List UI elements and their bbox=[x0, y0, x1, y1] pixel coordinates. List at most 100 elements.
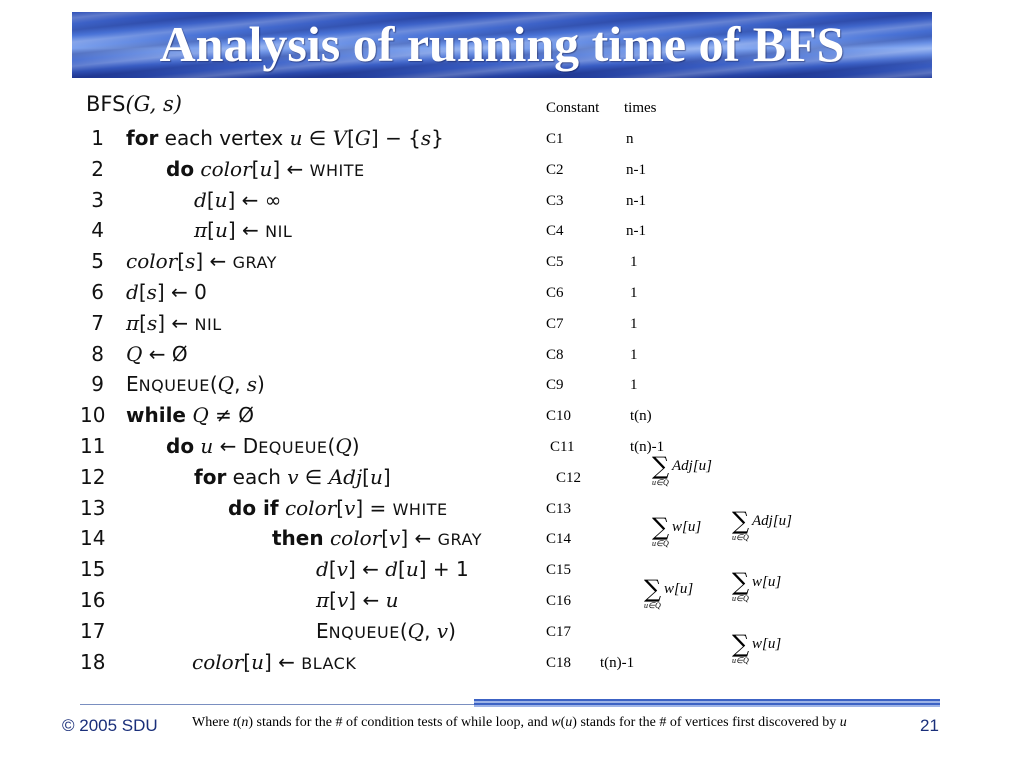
summand: w[u] bbox=[752, 574, 782, 591]
code-statement: for each v ∈ Adj[u] bbox=[194, 464, 391, 489]
page-number: 21 bbox=[920, 716, 939, 735]
line-number: 1 bbox=[91, 126, 104, 150]
code-statement: d[v] ← d[u] + 1 bbox=[316, 557, 469, 582]
summand: w[u] bbox=[664, 581, 694, 597]
code-statement: while Q ≠ Ø bbox=[126, 403, 254, 428]
code-statement: d[s] ← 0 bbox=[126, 280, 207, 304]
code-statement: π[s] ← NIL bbox=[126, 310, 222, 335]
sigma-icon: ∑ bbox=[644, 575, 662, 603]
code-line: 4 π[u] ← NIL bbox=[80, 218, 480, 248]
cost-constant: C13 bbox=[546, 500, 572, 517]
code-statement: for each vertex u ∈ V[G] − {s} bbox=[126, 126, 444, 150]
line-number: 11 bbox=[80, 434, 106, 458]
cost-constant: C1 bbox=[546, 131, 564, 147]
cost-constant: C2 bbox=[546, 161, 564, 178]
code-line: 14 then color[v] ← GRAY bbox=[80, 526, 482, 556]
code-line: 10 while Q ≠ Ø bbox=[80, 403, 480, 433]
cost-times: t(n)-1 bbox=[600, 654, 635, 671]
line-number: 8 bbox=[91, 341, 104, 366]
cost-constant: C10 bbox=[546, 408, 572, 425]
procedure-args: (G, s) bbox=[125, 92, 182, 116]
code-statement: do u ← DEQUEUE(Q) bbox=[166, 434, 360, 458]
line-number: 6 bbox=[91, 280, 104, 304]
line-number: 2 bbox=[91, 156, 104, 181]
title-banner: Analysis of running time of BFS bbox=[72, 12, 932, 78]
code-line: 1 for each vertex u ∈ V[G] − {s} bbox=[80, 126, 480, 156]
summation-subscript: u∈Q bbox=[732, 655, 749, 665]
copyright: © 2005 SDU bbox=[62, 716, 158, 735]
footer-stripe bbox=[474, 699, 940, 707]
cost-constant: C12 bbox=[556, 469, 582, 486]
footer-divider bbox=[80, 704, 474, 705]
summation-subscript: u∈Q bbox=[732, 532, 749, 542]
line-number: 5 bbox=[91, 249, 104, 274]
cost-constant: C14 bbox=[546, 531, 572, 548]
line-number: 12 bbox=[80, 464, 106, 489]
code-line: 3 d[u] ← ∞ bbox=[80, 188, 480, 218]
cost-constant: C8 bbox=[546, 346, 564, 363]
code-line: 6 d[s] ← 0 bbox=[80, 280, 480, 310]
summation-subscript: u∈Q bbox=[732, 594, 749, 604]
cost-times: n-1 bbox=[626, 161, 646, 178]
summand: w[u] bbox=[672, 519, 702, 536]
code-statement: color[u] ← BLACK bbox=[192, 649, 357, 674]
code-line: 9 ENQUEUE(Q, s) bbox=[80, 372, 480, 402]
code-statement: do if color[v] = WHITE bbox=[228, 495, 448, 520]
cost-times: 1 bbox=[630, 377, 638, 394]
code-statement: do color[u] ← WHITE bbox=[166, 156, 365, 181]
line-number: 18 bbox=[80, 649, 106, 674]
code-statement: then color[v] ← GRAY bbox=[272, 526, 482, 551]
cost-constant: C11 bbox=[550, 439, 575, 455]
summand: w[u] bbox=[752, 635, 782, 652]
cost-times: n bbox=[626, 131, 634, 147]
cost-constant: C17 bbox=[546, 623, 572, 640]
cost-times: 1 bbox=[630, 346, 638, 363]
line-number: 4 bbox=[91, 218, 104, 243]
code-statement: π[u] ← NIL bbox=[194, 218, 293, 243]
code-statement: d[u] ← ∞ bbox=[194, 187, 282, 212]
cost-constant: C7 bbox=[546, 315, 564, 332]
code-statement: color[s] ← GRAY bbox=[126, 249, 277, 274]
line-number: 15 bbox=[80, 557, 106, 582]
header-constant: Constant bbox=[546, 100, 600, 116]
line-number: 10 bbox=[80, 403, 106, 428]
code-line: 18 color[u] ← BLACK bbox=[80, 650, 480, 680]
code-statement: π[v] ← u bbox=[316, 588, 399, 612]
cost-constant: C4 bbox=[546, 223, 564, 240]
code-line: 7 π[s] ← NIL bbox=[80, 311, 480, 341]
slide-title: Analysis of running time of BFS bbox=[159, 16, 845, 72]
line-number: 13 bbox=[80, 495, 106, 520]
cost-times: 1 bbox=[630, 315, 638, 332]
code-line: 13 do if color[v] = WHITE bbox=[80, 496, 480, 526]
code-line: 17 ENQUEUE(Q, v) bbox=[80, 619, 480, 649]
code-line: 2 do color[u] ← WHITE bbox=[80, 157, 480, 187]
sigma-icon: ∑ bbox=[652, 451, 670, 480]
line-number: 17 bbox=[80, 618, 106, 643]
cost-constant: C6 bbox=[546, 285, 564, 301]
cost-times: n-1 bbox=[626, 223, 646, 240]
summation-subscript: u∈Q bbox=[644, 601, 661, 610]
procedure-name: BFS bbox=[86, 92, 126, 116]
cost-constant: C15 bbox=[546, 562, 572, 579]
line-number: 14 bbox=[80, 526, 106, 551]
cost-constant: C5 bbox=[546, 254, 564, 271]
footnote: Where t(n) stands for the # of condition… bbox=[192, 715, 847, 730]
header-times: times bbox=[624, 100, 657, 116]
cost-times: 1 bbox=[630, 254, 638, 271]
sigma-icon: ∑ bbox=[732, 629, 750, 658]
code-line: 12 for each v ∈ Adj[u] bbox=[80, 465, 480, 495]
summand: Adj[u] bbox=[672, 457, 713, 474]
cost-constant: C18 bbox=[546, 654, 572, 671]
line-number: 9 bbox=[91, 372, 104, 397]
cost-times: t(n)-1 bbox=[630, 439, 665, 455]
line-number: 16 bbox=[80, 588, 106, 612]
cost-constant: C16 bbox=[546, 593, 572, 609]
code-line: 16 π[v] ← u bbox=[80, 588, 480, 618]
sigma-icon: ∑ bbox=[732, 568, 750, 597]
code-statement: ENQUEUE(Q, v) bbox=[316, 618, 456, 643]
summand: Adj[u] bbox=[752, 512, 793, 529]
cost-times: n-1 bbox=[626, 192, 646, 209]
summation-subscript: u∈Q bbox=[652, 477, 669, 487]
summation-subscript: u∈Q bbox=[652, 539, 669, 549]
sigma-icon: ∑ bbox=[732, 506, 750, 535]
